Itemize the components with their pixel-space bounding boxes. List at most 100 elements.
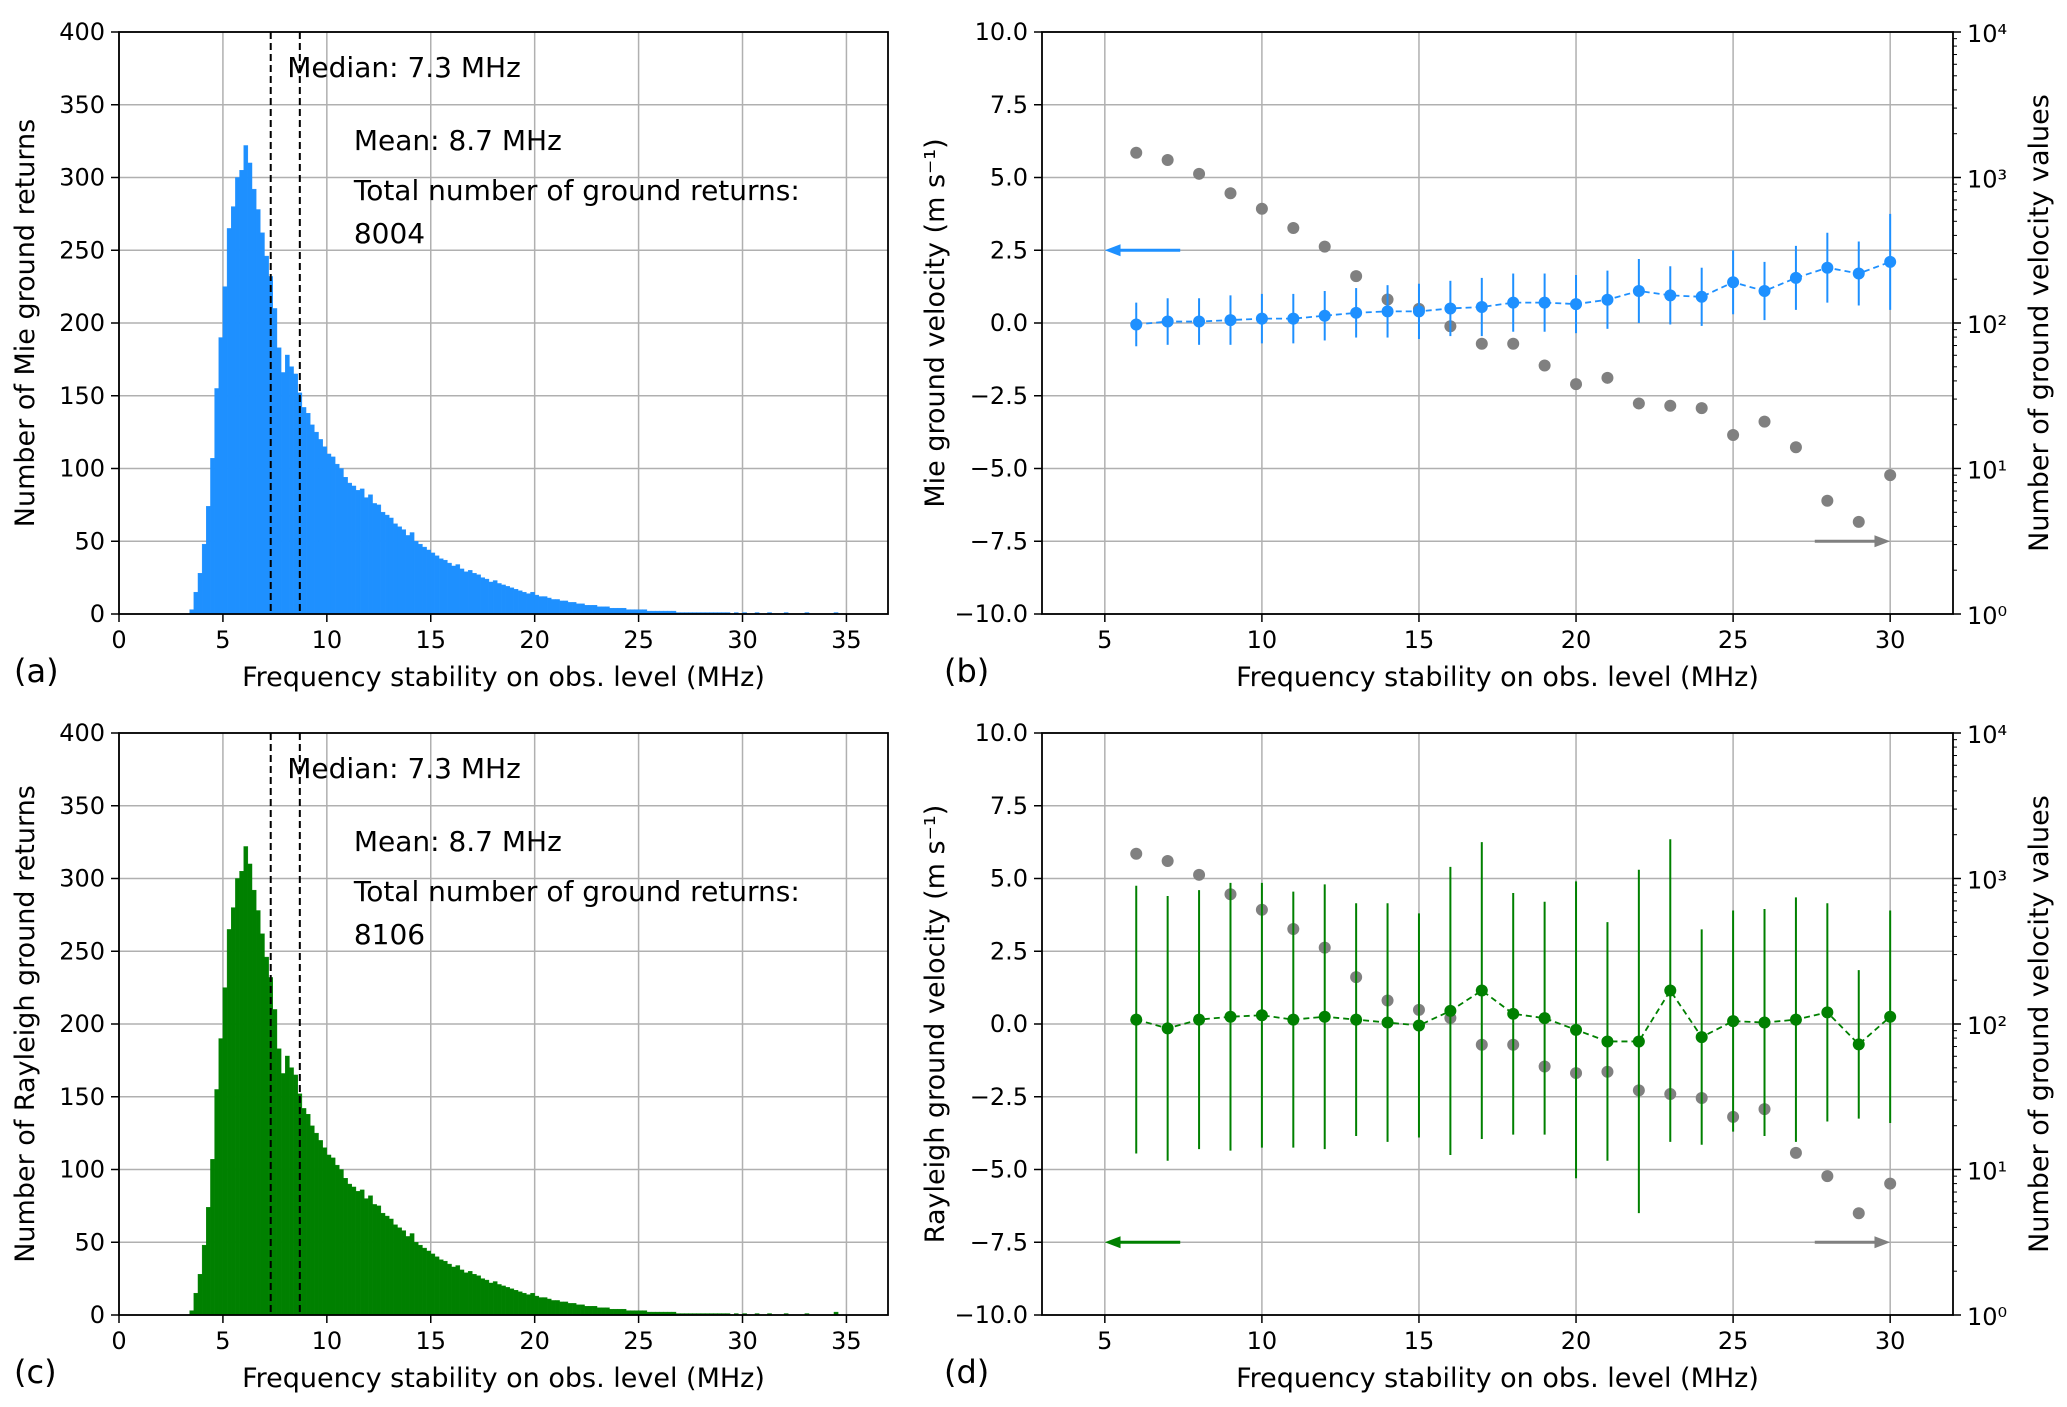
histogram-bar (201, 1244, 207, 1316)
histogram-bar (422, 546, 427, 615)
x-tick-label: 30 (727, 1327, 758, 1355)
histogram-bar (289, 366, 294, 615)
x-axis-label: Frequency stability on obs. level (MHz) (242, 1363, 765, 1394)
velocity-point (1130, 318, 1143, 331)
histogram-bar (505, 586, 510, 615)
y-tick-label: 7.5 (990, 91, 1028, 119)
x-tick-label: 25 (1718, 1327, 1749, 1355)
histogram-bar (526, 1294, 531, 1316)
annotation-text: 8106 (354, 918, 425, 951)
histogram-bar (409, 532, 415, 615)
histogram-bar (397, 1227, 402, 1316)
histogram-bar (305, 413, 311, 615)
histogram-bar (359, 488, 365, 615)
histogram-bar (559, 600, 564, 615)
velocity-point (1412, 1019, 1425, 1032)
histogram-bar (563, 600, 569, 615)
histogram-bar (571, 1303, 577, 1316)
x-tick-label: 10 (312, 1327, 343, 1355)
histogram-bar (322, 1147, 328, 1316)
histogram-bar (293, 373, 298, 615)
histogram-bar (530, 1292, 535, 1316)
histogram-bar (206, 1207, 211, 1316)
velocity-point (1884, 1010, 1897, 1023)
velocity-point (1789, 1013, 1802, 1026)
histogram-bar (297, 1093, 303, 1316)
x-tick-label: 15 (1404, 1327, 1435, 1355)
annotation-text: Total number of ground returns: (353, 174, 800, 207)
x-tick-label: 15 (415, 1327, 446, 1355)
y-tick-label: 150 (59, 1083, 105, 1111)
y-tick-label: 250 (59, 937, 105, 965)
y-tick-label: −2.5 (970, 1083, 1028, 1111)
histogram-bar (418, 543, 423, 615)
histogram-bar (501, 584, 506, 615)
panel-d-rayleigh-velocity: 5 10 15 20 25 30 10.0 7.5 5.0 2.5 0.0 −2.5 −5.0 −7.5 −… (920, 719, 2055, 1394)
histogram-bar (251, 188, 257, 615)
y-tick-label: 10.0 (975, 719, 1028, 747)
velocity-point (1507, 296, 1520, 309)
histogram-bar (318, 439, 323, 615)
histogram-bar (235, 177, 240, 615)
x-tick-label: 0 (111, 1327, 126, 1355)
histogram-bar (542, 1297, 548, 1316)
x-tick-label: 20 (1561, 626, 1592, 654)
velocity-point (1350, 1013, 1363, 1026)
y-tick-label: 250 (59, 236, 105, 264)
velocity-point (1318, 1010, 1331, 1023)
histogram-bar (596, 606, 602, 615)
y2-tick-label: 10¹ (1967, 1158, 2007, 1186)
histogram-bar (517, 590, 523, 615)
histogram-bar (334, 463, 340, 615)
velocity-point (1287, 1013, 1300, 1026)
y-tick-label: 200 (59, 309, 105, 337)
histogram-bar (455, 564, 461, 615)
y2-axis-label: Number of ground velocity values (2024, 94, 2055, 552)
velocity-point (1695, 1031, 1708, 1044)
histogram-bar (509, 587, 515, 615)
histogram-bar (588, 605, 594, 615)
histogram-bar (272, 308, 278, 615)
histogram-bar (384, 514, 390, 615)
histogram-bar (592, 605, 598, 615)
histogram-bar (430, 1253, 436, 1316)
histogram-bar (555, 1300, 560, 1316)
histogram-bar (310, 424, 315, 615)
velocity-point (1664, 984, 1677, 997)
histogram-bar (247, 162, 253, 615)
histogram-bar (285, 354, 290, 615)
count-point (1130, 847, 1143, 860)
histogram-bar (210, 1159, 215, 1316)
velocity-point (1287, 312, 1300, 325)
count-point (1884, 1177, 1897, 1190)
histogram-bar (418, 1244, 423, 1316)
histogram-bar (563, 1301, 569, 1316)
count-point (1821, 494, 1834, 507)
y-tick-label: 300 (59, 865, 105, 893)
y-tick-label: 50 (74, 1228, 105, 1256)
histogram-bar (492, 1281, 498, 1316)
histogram-bar (538, 596, 544, 615)
count-point (1727, 428, 1740, 441)
histogram-bar (605, 606, 610, 615)
histogram-bar (260, 933, 265, 1316)
x-tick-label: 20 (519, 1327, 550, 1355)
y-tick-label: −7.5 (970, 527, 1028, 555)
velocity-point (1821, 261, 1834, 274)
histogram-bar (384, 1215, 390, 1316)
histogram-bar (505, 1287, 510, 1316)
histogram-bar (571, 602, 577, 615)
histogram-bar (255, 910, 261, 1316)
histogram-bar (472, 1274, 477, 1316)
histogram-bar (559, 1301, 564, 1316)
y2-tick-label: 10¹ (1967, 457, 2007, 485)
y-tick-label: 0.0 (990, 309, 1028, 337)
x-tick-label: 10 (1247, 1327, 1278, 1355)
velocity-point (1381, 305, 1394, 318)
histogram-bar (231, 907, 236, 1316)
histogram-bar (413, 541, 419, 615)
histogram-bar (567, 1303, 573, 1316)
velocity-point (1695, 290, 1708, 303)
histogram-bar (355, 1191, 361, 1316)
y-tick-label: 350 (59, 91, 105, 119)
